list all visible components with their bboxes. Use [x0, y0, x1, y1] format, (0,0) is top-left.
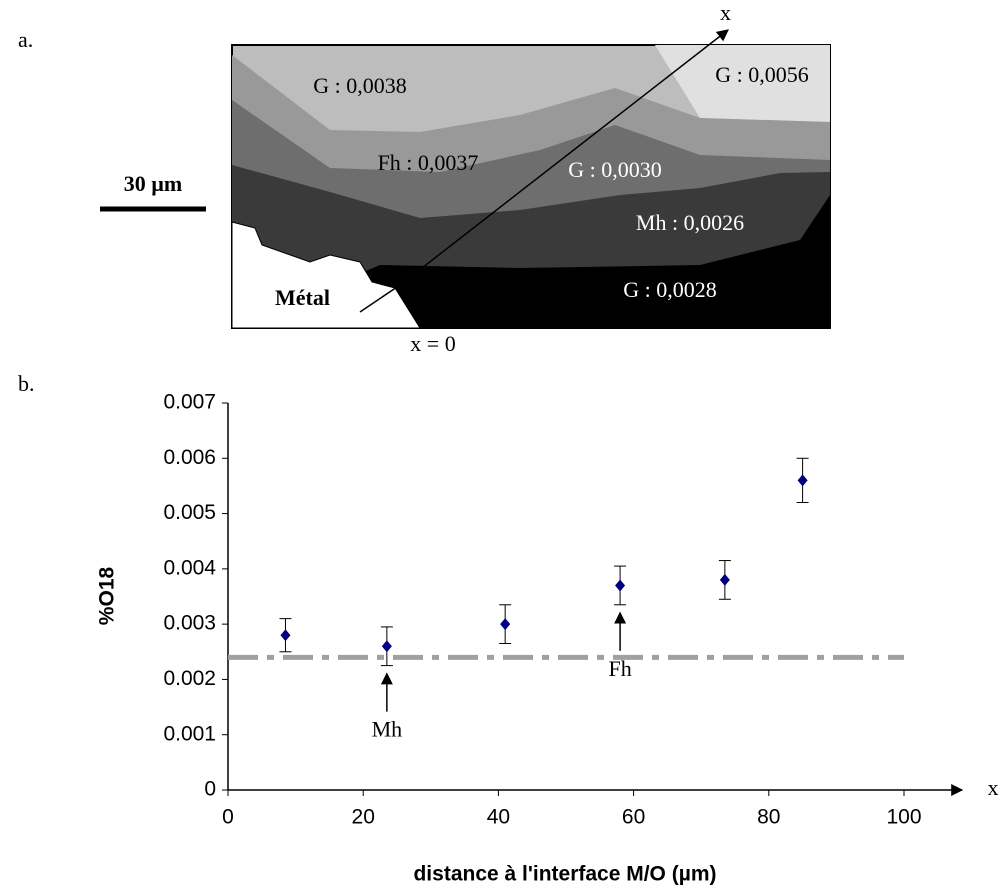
axis-label: x	[720, 0, 731, 25]
y-tick-label: 0.006	[163, 446, 216, 469]
chart: b. distance à l'interface M/O (µm) %O18 …	[18, 371, 999, 886]
y-tick-label: 0.002	[163, 667, 216, 690]
y-tick-label: 0.007	[163, 391, 216, 414]
point	[500, 618, 511, 631]
panel-label: b.	[18, 371, 35, 396]
point	[615, 579, 626, 592]
region-label: G : 0,0030	[568, 157, 662, 182]
point	[280, 629, 291, 642]
region-label: G : 0,0056	[715, 62, 809, 87]
y-tick-label: 0.003	[163, 612, 216, 635]
point	[381, 640, 392, 653]
region-label: Métal	[275, 285, 330, 310]
x-tick-label: 80	[757, 806, 780, 829]
region-label: G : 0,0038	[313, 73, 407, 98]
scale-bar-label: 30 µm	[124, 171, 183, 196]
origin-label: x = 0	[410, 331, 455, 356]
region-label: G : 0,0028	[623, 277, 717, 302]
x-tick-label: 100	[886, 806, 921, 829]
annotation-label: Fh	[608, 656, 631, 681]
y-tick-label: 0.005	[163, 501, 216, 524]
x-tick-label: 60	[622, 806, 645, 829]
point	[797, 474, 808, 487]
x-tick-label: 20	[352, 806, 375, 829]
x-tick-label: 40	[487, 806, 510, 829]
micrograph	[100, 29, 831, 329]
y-tick-label: 0	[204, 778, 216, 801]
region-label: Fh : 0,0037	[378, 150, 479, 175]
axis-end-label: x	[988, 775, 999, 800]
y-tick-label: 0.001	[163, 722, 216, 745]
panel-label: a.	[18, 27, 33, 52]
region-label: Mh : 0,0026	[636, 210, 744, 235]
x-tick-label: 0	[222, 806, 234, 829]
annotation-label: Mh	[372, 717, 403, 742]
y-axis-label: %O18	[96, 567, 119, 626]
x-axis-label: distance à l'interface M/O (µm)	[413, 863, 716, 886]
y-tick-label: 0.004	[163, 556, 216, 579]
point	[719, 573, 730, 586]
